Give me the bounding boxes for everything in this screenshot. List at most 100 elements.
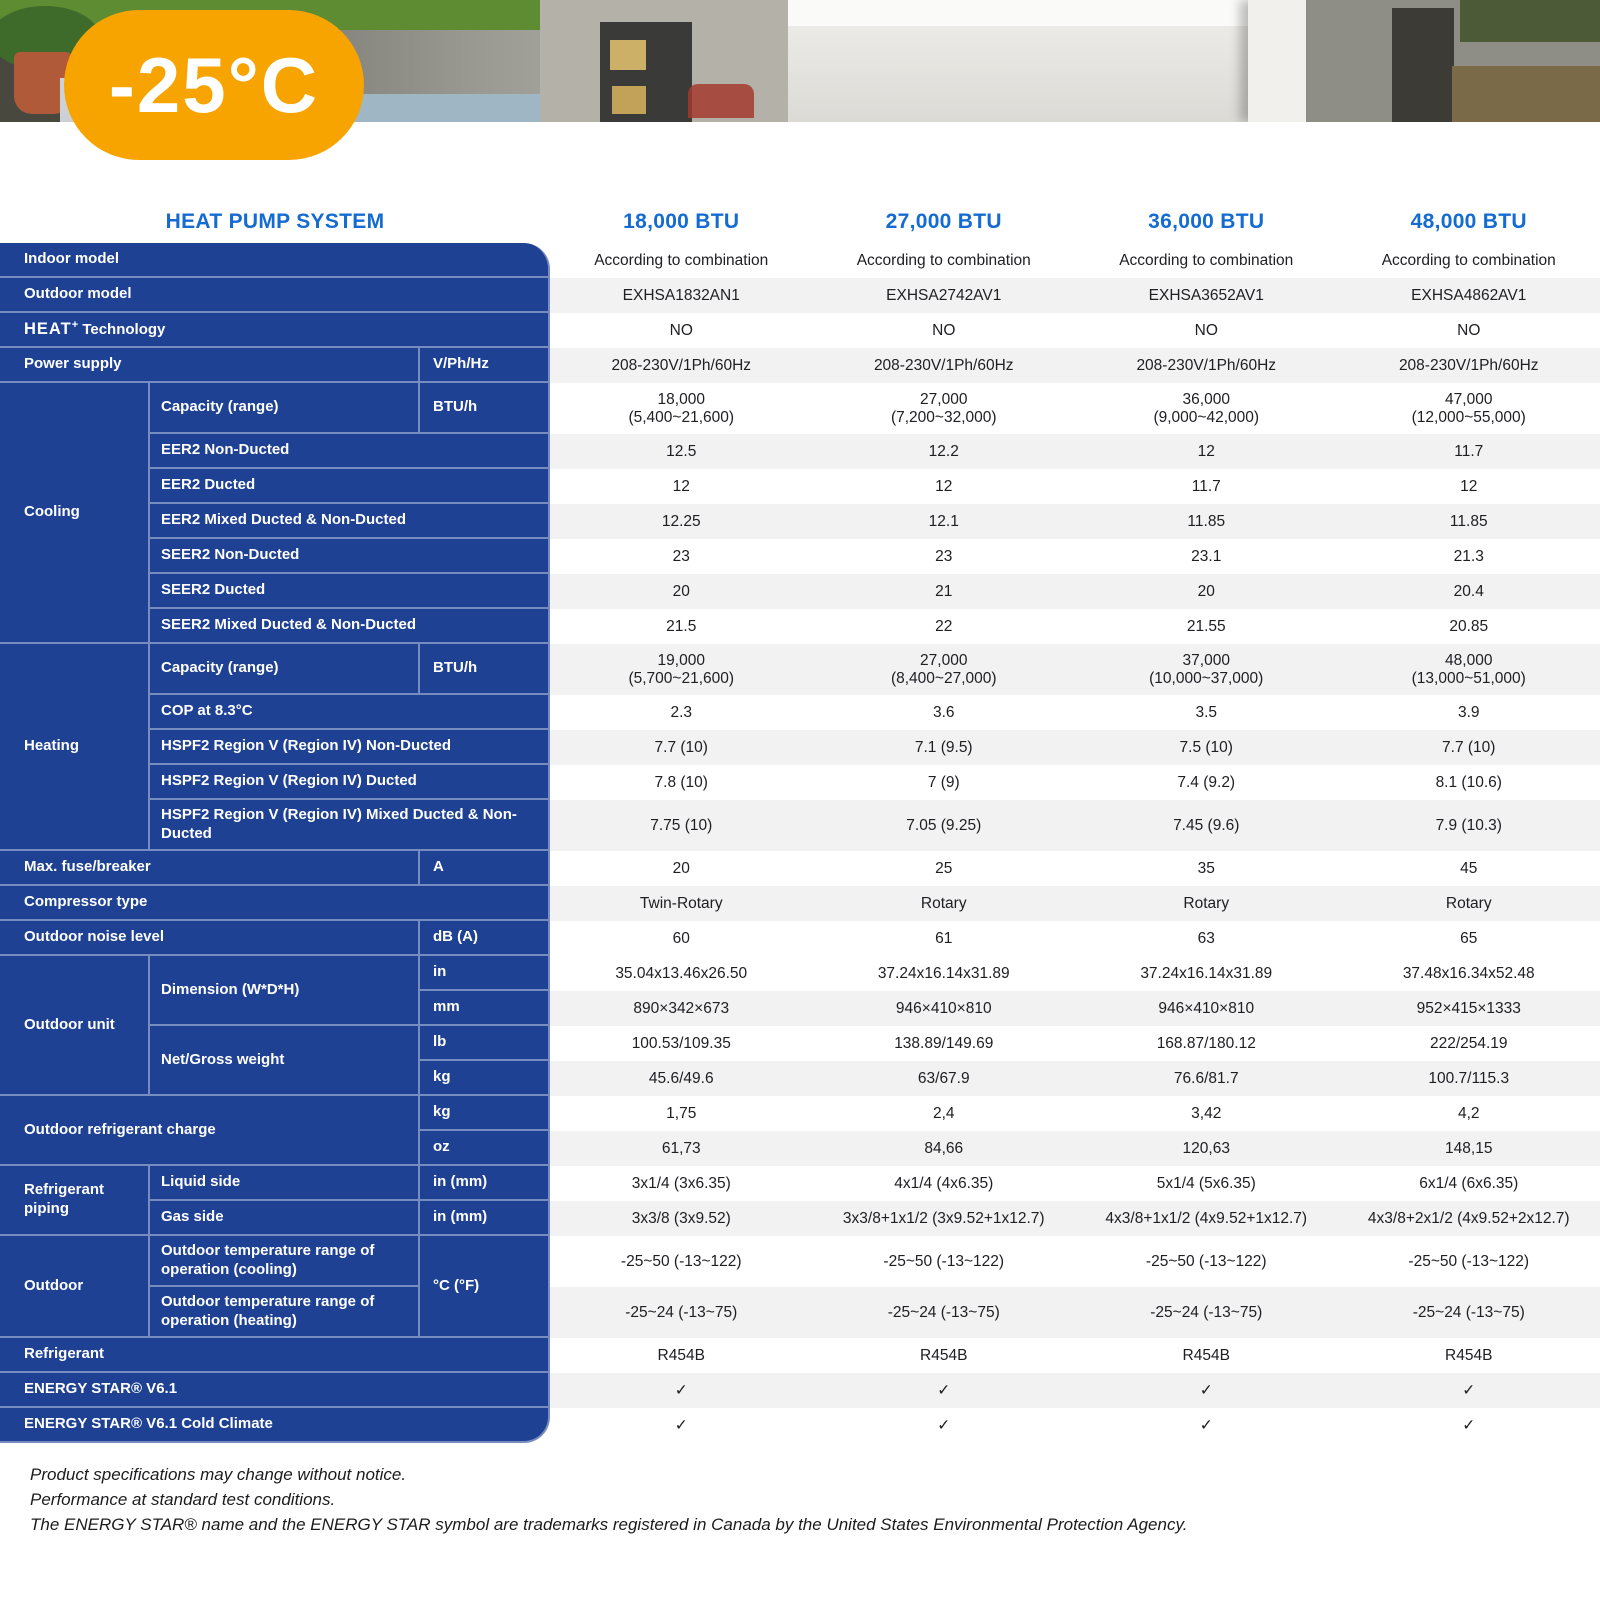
column-header-18000btu: 18,000 BTU [623,210,740,233]
photo-doorway [1392,8,1454,122]
row-temp-cooling: Outdoor Outdoor temperature range of ope… [0,1236,1600,1338]
row-label: EER2 Ducted [150,469,550,504]
spec-value: 3x3/8+1x1/2 (3x9.52+1x12.7) [812,1201,1075,1236]
spec-value: 7.05 (9.25) [812,800,1075,851]
row-hspf2-mixed: HSPF2 Region V (Region IV) Mixed Ducted … [0,800,1600,851]
row-hspf2-ducted: HSPF2 Region V (Region IV) Ducted 7.8 (10… [0,765,1600,800]
spec-value: 11.85 [1075,504,1338,539]
spec-value: 18,000 (5,400~21,600) [550,383,813,434]
starburst-logo-icon [1503,17,1571,85]
row-heating-capacity: Heating Capacity (range) BTU/h 19,000 (5,… [0,644,1600,851]
row-unit: mm [420,991,550,1026]
spec-value: 4x3/8+1x1/2 (4x9.52+1x12.7) [1075,1201,1338,1236]
row-label: HSPF2 Region V (Region IV) Ducted [150,765,550,800]
spec-value: 12.5 [550,434,813,469]
row-unit: in (mm) [420,1166,550,1201]
spec-value: EXHSA3652AV1 [1075,278,1338,313]
spec-value: 20 [550,851,813,886]
spec-value: 3.6 [812,695,1075,730]
spec-value: 148,15 [1337,1131,1600,1166]
row-eer2-non-ducted: EER2 Non-Ducted 12.5 12.2 12 11.7 [0,434,1600,469]
temperature-badge: -25°C [64,10,364,160]
spec-value: 45 [1337,851,1600,886]
spec-value: NO [1337,313,1600,348]
spec-value: EXHSA4862AV1 [1337,278,1600,313]
row-temp-heating: Outdoor temperature range of operation (… [0,1287,1600,1338]
spec-value: 168.87/180.12 [1075,1026,1338,1061]
spec-value: 45.6/49.6 [550,1061,813,1096]
spec-value: 12 [812,469,1075,504]
temperature-badge-label: -25°C [108,40,320,129]
spec-value: 952×415×1333 [1337,991,1600,1026]
row-charge-oz: oz 61,73 84,66 120,63 148,15 [0,1131,1600,1166]
spec-value: 3,42 [1075,1096,1338,1131]
spec-value: 4,2 [1337,1096,1600,1131]
row-indoor-model: Indoor model According to combination Acco… [0,243,1600,278]
spec-value: 3.9 [1337,695,1600,730]
row-hspf2-non-ducted: HSPF2 Region V (Region IV) Non-Ducted 7.7… [0,730,1600,765]
spec-value: 6x1/4 (6x6.35) [1337,1166,1600,1201]
row-label: Liquid side [150,1166,420,1201]
spec-value: ✓ [550,1408,813,1443]
photo-box [612,86,646,114]
spec-value: 48,000 (13,000~51,000) [1337,644,1600,695]
spec-value: 12.25 [550,504,813,539]
row-unit: BTU/h [420,383,550,434]
row-label: Capacity (range) [150,644,420,695]
spec-value: 61,73 [550,1131,813,1166]
spec-value: 7.9 (10.3) [1337,800,1600,851]
row-liquid-side: Refrigerant piping Liquid side in (mm) 3x… [0,1166,1600,1236]
spec-value: 61 [812,921,1075,956]
row-label: Power supply [0,348,420,383]
row-unit: °C (°F) [420,1236,550,1338]
spec-value: 22 [812,609,1075,644]
spec-value: -25~24 (-13~75) [812,1287,1075,1338]
table-column-headers: HEAT PUMP SYSTEM 18,000 BTU 27,000 BTU 3… [0,210,1600,243]
spec-value: 8.1 (10.6) [1337,765,1600,800]
spec-value: 76.6/81.7 [1075,1061,1338,1096]
spec-value: ✓ [1075,1408,1338,1443]
spec-value: 21 [812,574,1075,609]
spec-value: 12 [550,469,813,504]
spec-value: 12 [1337,469,1600,504]
spec-value: Rotary [812,886,1075,921]
row-label: Indoor model [0,243,550,278]
row-weight-lb: Net/Gross weight lb 100.53/109.35 138.89/1… [0,1026,1600,1096]
row-label: Capacity (range) [150,383,420,434]
spec-value: -25~24 (-13~75) [550,1287,813,1338]
row-label: EER2 Mixed Ducted & Non-Ducted [150,504,550,539]
spec-value: EXHSA1832AN1 [550,278,813,313]
row-seer2-ducted: SEER2 Ducted 20 21 20 20.4 [0,574,1600,609]
row-refrigerant: Refrigerant R454B R454B R454B R454B [0,1338,1600,1373]
spec-value: 27,000 (8,400~27,000) [812,644,1075,695]
row-seer2-mixed: SEER2 Mixed Ducted & Non-Ducted 21.5 22 21.… [0,609,1600,644]
photo-bicycle [688,84,754,118]
row-dimension-mm: mm 890×342×673 946×410×810 946×410×810 952×4… [0,991,1600,1026]
spec-value: 3x1/4 (3x6.35) [550,1166,813,1201]
row-compressor: Compressor type Twin-Rotary Rotary Rotary Ro… [0,886,1600,921]
spec-value: 208-230V/1Ph/60Hz [812,348,1075,383]
footnotes: Product specifications may change withou… [30,1463,1600,1538]
spec-value: 12 [1075,434,1338,469]
row-charge-kg: Outdoor refrigerant charge kg 1,75 2,4 3,42… [0,1096,1600,1166]
spec-value: EXHSA2742AV1 [812,278,1075,313]
row-unit: kg [420,1061,550,1096]
spec-value: Rotary [1337,886,1600,921]
spec-value: 7.1 (9.5) [812,730,1075,765]
spec-value: NO [812,313,1075,348]
spec-value: 37.24x16.14x31.89 [812,956,1075,991]
spec-value: 11.7 [1075,469,1338,504]
row-label: Max. fuse/breaker [0,851,420,886]
spec-value: ✓ [550,1373,813,1408]
spec-value: 946×410×810 [812,991,1075,1026]
footnote-line: Performance at standard test conditions. [30,1489,336,1509]
spec-value: 2.3 [550,695,813,730]
spec-value: 20.85 [1337,609,1600,644]
spec-value: 12.1 [812,504,1075,539]
spec-value: 7.5 (10) [1075,730,1338,765]
spec-value: According to combination [1075,243,1338,278]
spec-value: According to combination [550,243,813,278]
spec-value: 21.55 [1075,609,1338,644]
spec-value: 4x1/4 (4x6.35) [812,1166,1075,1201]
spec-value: 3x3/8 (3x9.52) [550,1201,813,1236]
